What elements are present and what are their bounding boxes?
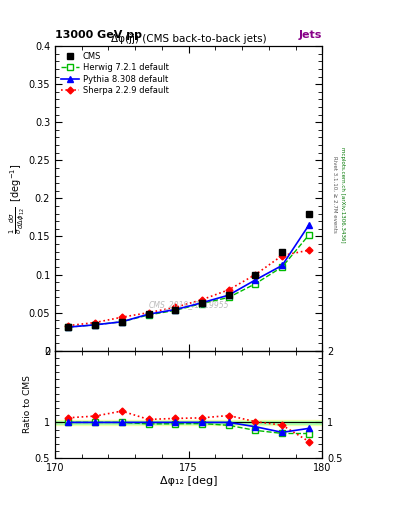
Y-axis label: $\frac{1}{\sigma}\frac{d\sigma}{d\Delta\phi_{12}}$  [deg$^{-1}$]: $\frac{1}{\sigma}\frac{d\sigma}{d\Delta\… — [8, 163, 27, 233]
Text: CMS_2019_I1719955: CMS_2019_I1719955 — [149, 301, 229, 310]
Text: Rivet 3.1.10, ≥ 2.7M events: Rivet 3.1.10, ≥ 2.7M events — [332, 156, 337, 233]
Text: mcplots.cern.ch [arXiv:1306.3436]: mcplots.cern.ch [arXiv:1306.3436] — [340, 147, 345, 242]
Title: Δφ(jj) (CMS back-to-back jets): Δφ(jj) (CMS back-to-back jets) — [111, 34, 266, 44]
Y-axis label: Ratio to CMS: Ratio to CMS — [23, 375, 32, 434]
Bar — [55, 421, 322, 424]
X-axis label: Δφ₁₂ [deg]: Δφ₁₂ [deg] — [160, 476, 217, 486]
Bar — [55, 419, 322, 425]
Text: Jets: Jets — [299, 30, 322, 40]
Text: 13000 GeV pp: 13000 GeV pp — [55, 30, 142, 40]
Legend: CMS, Herwig 7.2.1 default, Pythia 8.308 default, Sherpa 2.2.9 default: CMS, Herwig 7.2.1 default, Pythia 8.308 … — [59, 50, 170, 97]
